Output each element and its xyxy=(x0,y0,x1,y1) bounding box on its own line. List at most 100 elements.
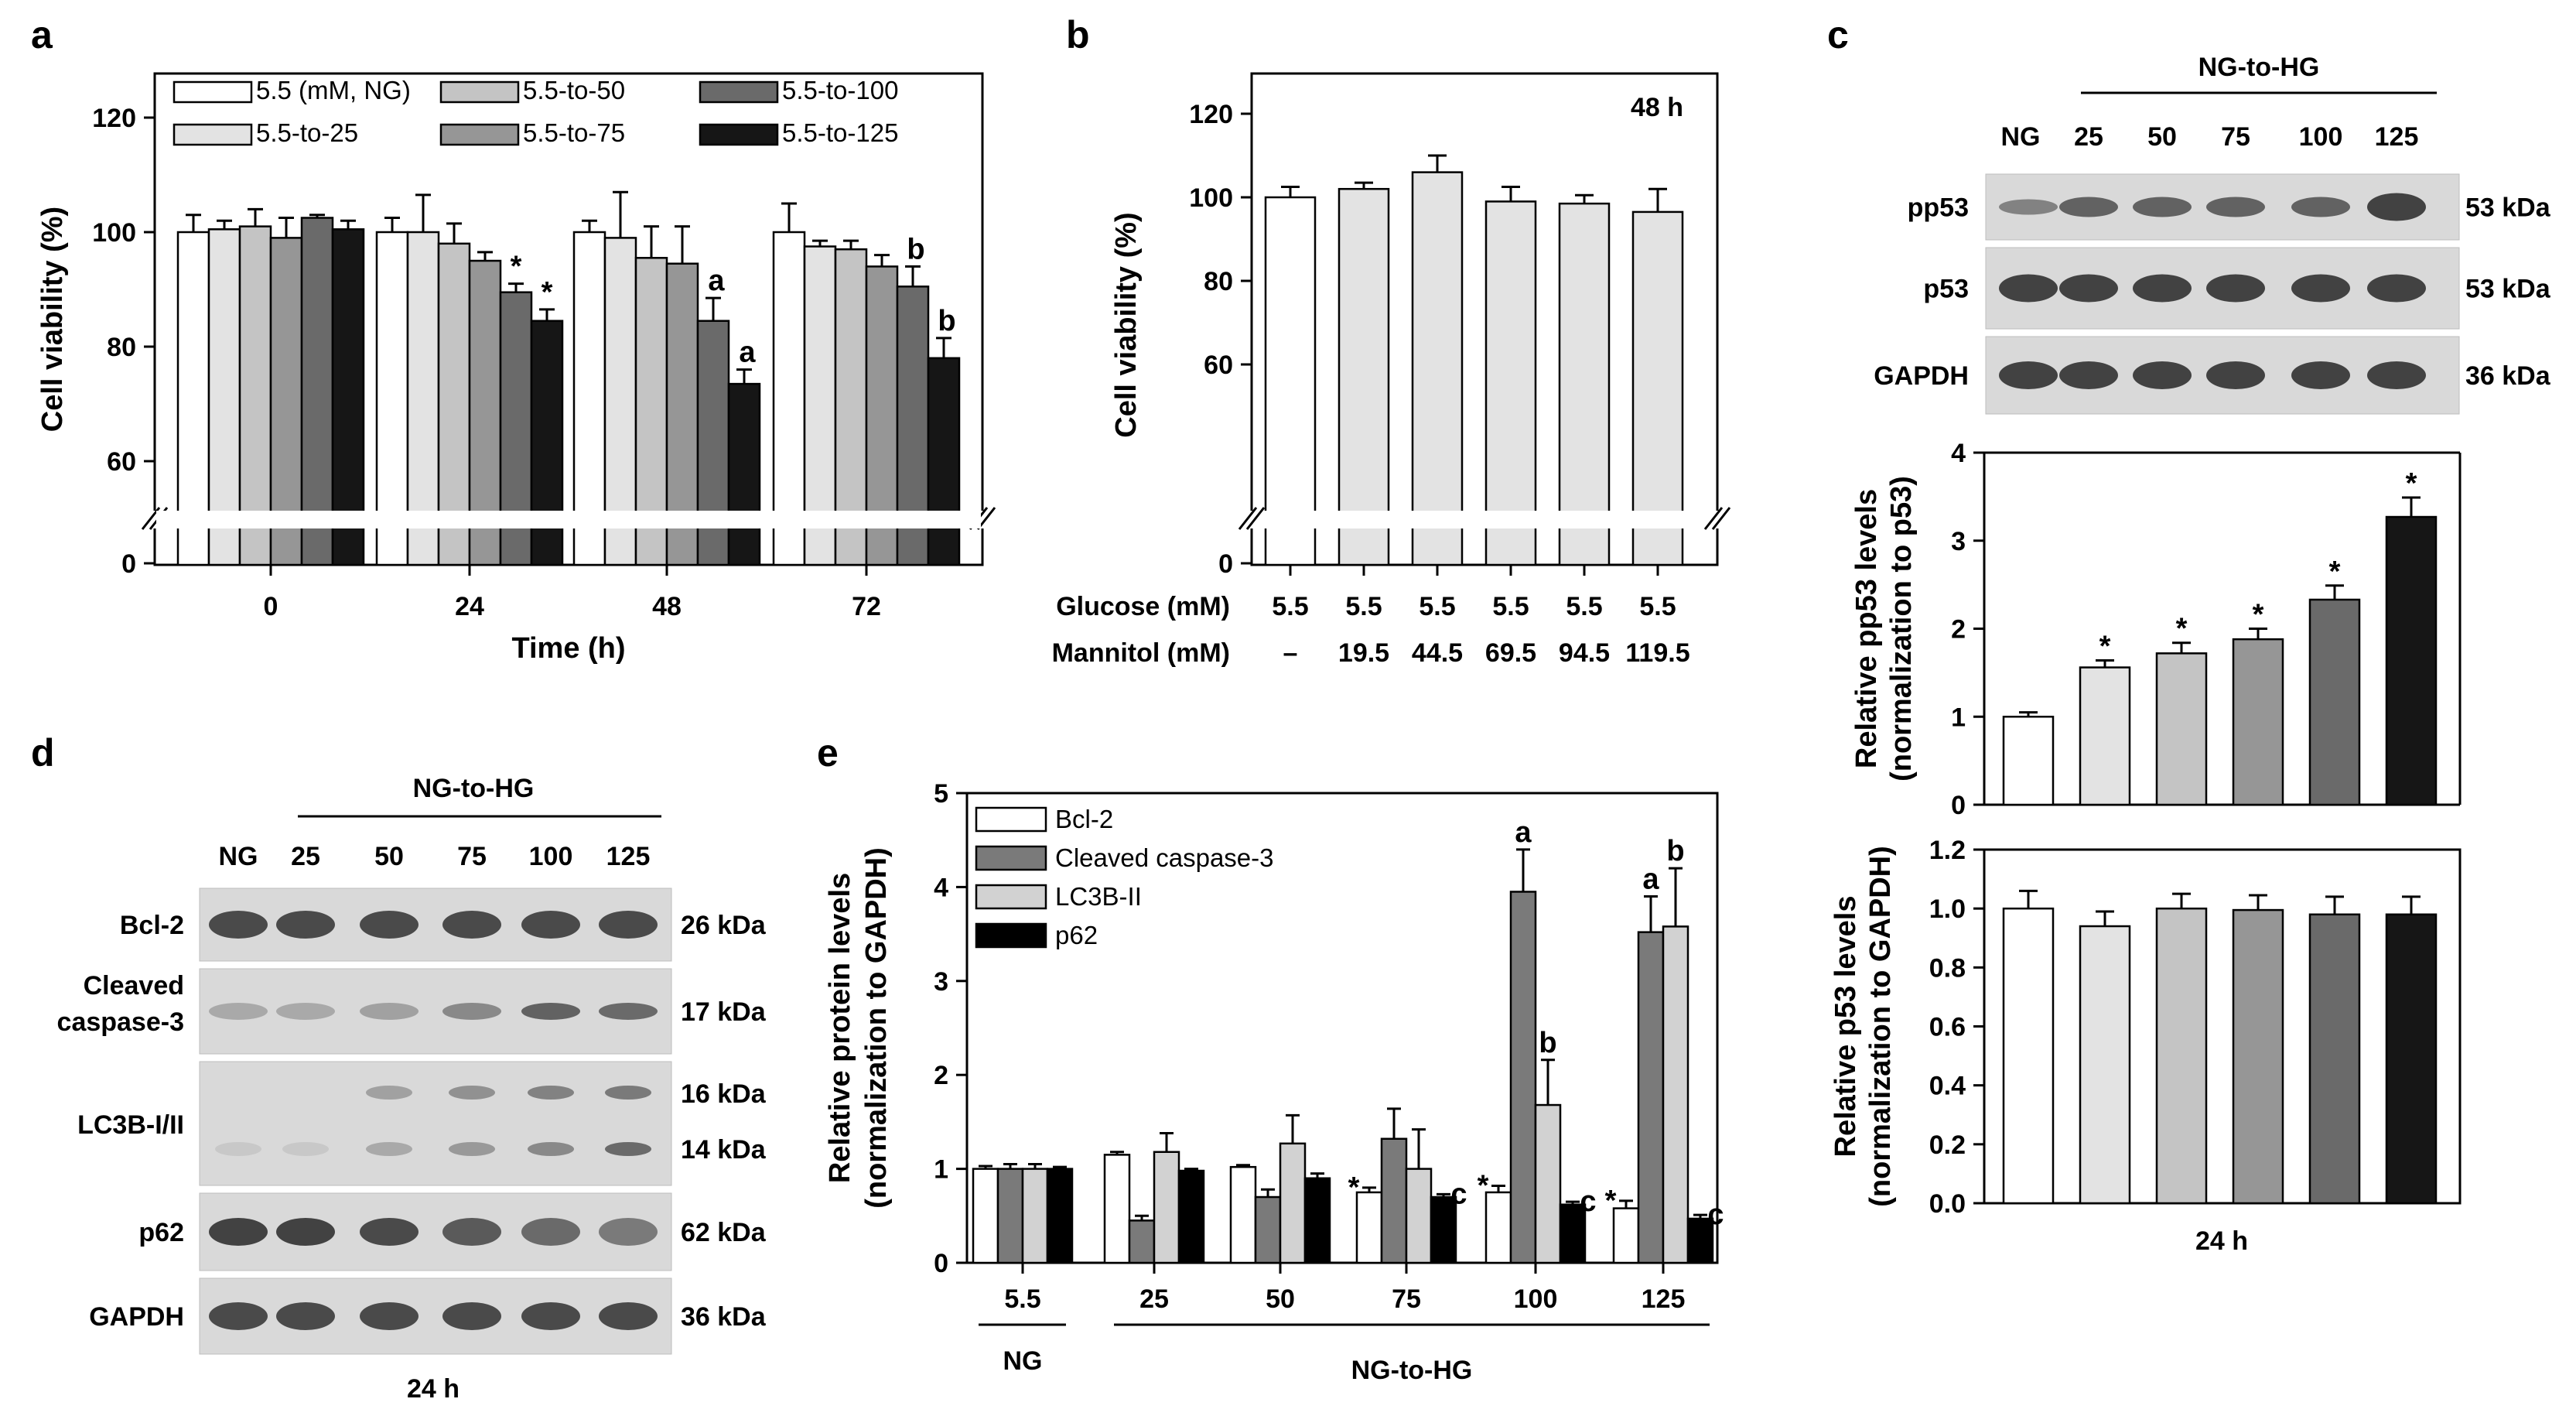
blot-d-band-lc3b-ii xyxy=(449,1142,495,1156)
blot-c-lane-label: 75 xyxy=(2221,122,2250,152)
chart-e-significance-mark: c xyxy=(1707,1199,1724,1231)
blot-c-row-label: GAPDH xyxy=(1874,361,1969,391)
chart-e-xtick-label: 75 xyxy=(1392,1284,1421,1314)
chart-a-ytick-label: 0 xyxy=(121,549,136,579)
chart-c-top-bar xyxy=(2079,666,2131,806)
blot-d-row-label: LC3B-I/II xyxy=(77,1110,184,1140)
chart-b-mannitol-value: 19.5 xyxy=(1338,638,1389,668)
blot-d-band xyxy=(521,1218,580,1246)
chart-e-bar xyxy=(1612,1207,1640,1264)
blot-d-header: NG-to-HG xyxy=(413,774,535,803)
blot-c-band xyxy=(2291,361,2350,389)
chart-e-xtick-label: 100 xyxy=(1514,1284,1558,1314)
blot-d-band xyxy=(599,1302,658,1330)
chart-b-bar xyxy=(1631,210,1684,566)
chart-e-significance-mark: b xyxy=(1539,1027,1556,1059)
chart-a-legend-swatch xyxy=(699,123,779,146)
chart-e-bar xyxy=(1534,1103,1562,1264)
chart-a-legend-swatch xyxy=(173,123,253,146)
chart-a-significance-mark: b xyxy=(938,305,955,337)
chart-e-legend-label: Bcl-2 xyxy=(1055,805,1113,833)
chart-a-ytick-label: 60 xyxy=(107,447,136,477)
blot-d-band xyxy=(276,1302,335,1330)
chart-a-legend-label: 5.5-to-100 xyxy=(782,76,898,104)
chart-e-bar xyxy=(1484,1191,1512,1264)
blot-d-band xyxy=(442,911,501,939)
blot-d-band xyxy=(360,1003,419,1020)
blot-c-band xyxy=(2059,274,2118,303)
chart-c-p53-levels: 0.0 0.2 0.4 0.6 0.8 1.0 1.2 Relative p53 levels… xyxy=(1830,836,2462,1256)
chart-a-legend-label: 5.5-to-25 xyxy=(256,118,358,147)
blot-c-band xyxy=(1999,199,2058,215)
chart-b-mannitol-value: 44.5 xyxy=(1412,638,1463,668)
chart-c-pp53-levels: 0 1 2 3 4 Relative pp53 levels (normalization … xyxy=(1850,439,2462,820)
chart-a-xlabel: Time (h) xyxy=(511,632,625,665)
chart-e-legend-swatch xyxy=(975,884,1047,910)
chart-c-bot-xlabel: 24 h xyxy=(2195,1226,2248,1256)
chart-b-bar xyxy=(1264,196,1317,566)
chart-b-title: 48 h xyxy=(1631,93,1683,122)
chart-c-bot-ytick-label: 0.4 xyxy=(1929,1072,1966,1101)
blot-c-band xyxy=(2367,274,2426,303)
chart-c-bot-bar xyxy=(2079,925,2131,1205)
chart-b-ytick-label: 120 xyxy=(1189,100,1233,129)
chart-c-top-significance-mark: * xyxy=(2329,556,2341,588)
blot-d-row-label: Bcl-2 xyxy=(120,911,184,940)
blot-d-lane-label: NG xyxy=(219,842,258,871)
panel-letter-c: c xyxy=(1827,13,1849,56)
chart-b-break-left-1 xyxy=(1238,507,1258,530)
chart-e-xtick-label: 25 xyxy=(1139,1284,1169,1314)
chart-e-ytick-label: 0 xyxy=(934,1249,948,1278)
chart-c-bot-ylabel: Relative p53 levels xyxy=(1830,896,1862,1158)
chart-a-legend-swatch xyxy=(699,80,779,104)
chart-a-legend-label: 5.5 (mM, NG) xyxy=(256,76,411,104)
chart-c-bot-ytick-label: 1.2 xyxy=(1929,836,1966,865)
chart-e-significance-mark: * xyxy=(1478,1169,1489,1202)
chart-c-top-significance-mark: * xyxy=(2406,467,2417,500)
blot-d-lane-label: 125 xyxy=(606,842,651,871)
blot-c-band xyxy=(2206,197,2265,217)
chart-b-ytick-label: 100 xyxy=(1189,183,1233,213)
chart-c-bot-ytick-label: 0.2 xyxy=(1929,1130,1966,1160)
blot-c-band xyxy=(2291,274,2350,303)
chart-a-legend-swatch xyxy=(439,123,520,146)
chart-b-mannitol-value: – xyxy=(1283,638,1298,668)
chart-a-legend-swatch xyxy=(173,80,253,104)
chart-a-significance-mark: * xyxy=(542,276,553,309)
chart-a-bar xyxy=(375,231,409,566)
chart-a-bar xyxy=(927,357,961,566)
chart-e-significance-mark: * xyxy=(1605,1185,1617,1217)
chart-e-legend-label: LC3B-II xyxy=(1055,882,1142,911)
chart-b-mannitol-control: 0 60 80 100 120 Cell viability (%) 48 h 5.5 – 5.5… xyxy=(1052,72,1733,668)
blot-c-lane-label: NG xyxy=(2001,122,2041,152)
blot-d-band-lc3b-i xyxy=(449,1086,495,1100)
blot-d-band xyxy=(276,1218,335,1246)
blot-d-footer: 24 h xyxy=(407,1374,460,1404)
blot-d-kda-label: 14 kDa xyxy=(681,1135,767,1165)
chart-e-ylabel: Relative protein levels xyxy=(824,873,856,1183)
chart-e-bar xyxy=(972,1168,999,1264)
chart-b-mannitol-value: 119.5 xyxy=(1625,638,1689,668)
blot-d-kda-label: 17 kDa xyxy=(681,997,767,1027)
blot-c-band xyxy=(2367,193,2426,221)
chart-c-top-bar xyxy=(2385,515,2438,806)
blot-c-band xyxy=(2367,361,2426,389)
chart-e-bar xyxy=(1430,1195,1457,1264)
panel-letter-a: a xyxy=(31,13,53,56)
chart-b-bar xyxy=(1558,202,1611,566)
chart-c-bot-bar xyxy=(2002,907,2055,1205)
blot-d-kda-label: 16 kDa xyxy=(681,1079,767,1109)
chart-e-legend-swatch xyxy=(975,845,1047,871)
chart-c-top-ytick-label: 3 xyxy=(1951,527,1966,556)
chart-e-legend-swatch xyxy=(975,806,1047,833)
blot-c-kda-label: 36 kDa xyxy=(2465,361,2551,391)
chart-e-significance-mark: c xyxy=(1580,1185,1596,1218)
chart-b-bar xyxy=(1484,200,1537,566)
chart-e-bar xyxy=(1559,1203,1587,1264)
blot-d-row-label: caspase-3 xyxy=(57,1007,184,1037)
chart-e-legend-swatch xyxy=(975,922,1047,949)
blot-d-band-lc3b-i xyxy=(366,1086,412,1100)
chart-b-break-right-1 xyxy=(1703,507,1724,530)
chart-e-bar xyxy=(1021,1168,1049,1264)
panel-letter-e: e xyxy=(817,731,839,775)
